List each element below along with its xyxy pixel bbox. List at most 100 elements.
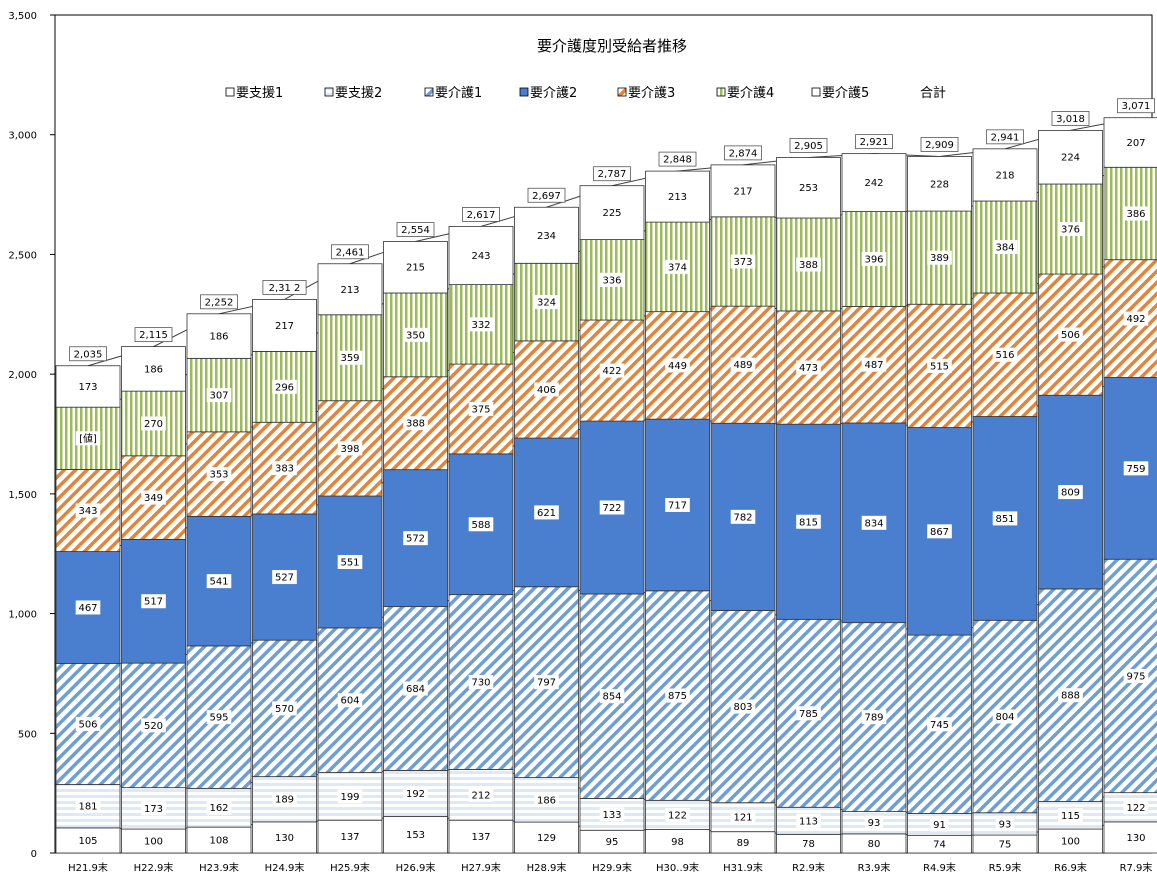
data-label-6-h23-9--box <box>206 388 232 403</box>
data-label-5-r3-9-: 487 <box>864 360 883 371</box>
data-label-6-r2-9-: 388 <box>799 260 818 271</box>
data-label-5-h25-9--box <box>337 441 363 456</box>
data-label-1-r6-9--box <box>1058 834 1083 849</box>
data-label-1-r7-9-: 130 <box>1126 833 1145 844</box>
x-category-label: R3.9末 <box>858 861 891 874</box>
data-label-7-h27-9--box <box>468 248 494 263</box>
data-label-1-h23-9--box <box>206 833 232 848</box>
data-label-2-h30-9--box <box>665 807 690 822</box>
data-label-5-h28-9--box <box>534 382 559 397</box>
total-label-h24-9--box <box>262 280 307 295</box>
data-label-6-h25-9-: 359 <box>340 353 359 364</box>
data-label-2-r6-9--box <box>1058 808 1083 823</box>
data-label-2-h30-9-: 122 <box>668 810 687 821</box>
data-label-5-h21-9--box <box>75 503 101 518</box>
legend-swatch-7 <box>811 87 821 97</box>
data-label-1-r6-9-: 100 <box>1061 837 1080 848</box>
legend-label-4: 要介護2 <box>530 85 577 101</box>
x-category-label: R5.9末 <box>989 861 1022 874</box>
y-tick-label: 0 <box>31 849 37 860</box>
total-label-h26-9-: 2,554 <box>401 225 430 236</box>
data-label-2-h21-9--box <box>75 799 101 814</box>
data-label-3-h27-9-: 730 <box>471 678 490 689</box>
legend: 要支援1 要支援2 要介護1 要介護2 要介護3 要介護4 要介護5 合計 <box>225 85 946 101</box>
data-label-7-r2-9-: 253 <box>799 183 818 194</box>
legend-label-1: 要支援1 <box>236 86 283 101</box>
data-label-1-r5-9--box <box>995 837 1015 852</box>
data-label-2-r7-9-: 122 <box>1126 803 1145 814</box>
x-category-label: H31.9末 <box>723 861 763 874</box>
data-label-3-r2-9-: 785 <box>799 709 818 720</box>
data-label-6-h28-9--box <box>534 295 559 310</box>
total-label-r3-9--box <box>855 134 893 150</box>
data-label-5-r7-9-: 492 <box>1126 314 1145 325</box>
legend-swatch-1 <box>225 87 235 97</box>
data-label-2-h28-9--box <box>534 792 559 807</box>
data-label-2-h27-9-: 212 <box>471 790 490 801</box>
data-label-5-h29-9--box <box>599 363 625 378</box>
data-label-2-h31-9-: 121 <box>733 813 752 824</box>
legend-label-8: 合計 <box>920 85 946 101</box>
data-label-6-h25-9--box <box>337 350 363 365</box>
data-label-5-h24-9-: 383 <box>275 464 294 475</box>
data-label-7-h26-9-: 215 <box>406 263 425 274</box>
data-label-4-r2-9--box <box>796 514 821 529</box>
x-category-label: H23.9末 <box>199 861 239 874</box>
data-label-3-r7-9-: 975 <box>1126 671 1145 682</box>
data-label-3-r4-9--box <box>927 717 952 732</box>
total-label-h25-9-: 2,461 <box>336 247 365 258</box>
data-label-3-h31-9--box <box>730 699 756 714</box>
total-label-r5-9-: 2,941 <box>991 132 1020 143</box>
total-label-h22-9-: 2,115 <box>139 330 168 341</box>
data-label-5-r7-9--box <box>1123 311 1149 326</box>
data-label-4-h23-9-: 541 <box>209 577 228 588</box>
data-label-7-r7-9-: 207 <box>1126 138 1145 149</box>
data-label-4-r5-9-: 851 <box>995 514 1014 525</box>
legend-label-6: 要介護4 <box>727 85 774 101</box>
total-label-h21-9-: 2,035 <box>74 349 103 360</box>
data-label-3-h29-9-: 854 <box>602 692 621 703</box>
total-label-h24-9-: 2,31 2 <box>269 283 301 294</box>
data-label-5-h30-9-: 449 <box>668 361 687 372</box>
total-label-h27-9--box <box>462 207 500 222</box>
data-label-4-r4-9-: 867 <box>930 527 949 538</box>
legend-label-3: 要介護1 <box>435 85 482 101</box>
legend-label-5: 要介護3 <box>628 85 675 101</box>
total-label-h25-9--box <box>331 244 369 260</box>
data-label-1-h24-9--box <box>272 830 297 845</box>
data-label-3-h23-9--box <box>206 710 232 725</box>
data-label-5-h26-9--box <box>403 416 428 431</box>
data-label-1-r4-9-: 74 <box>933 840 946 851</box>
total-label-r7-9--box <box>1117 98 1155 114</box>
data-label-5-h22-9-: 349 <box>144 493 163 504</box>
data-label-5-h27-9--box <box>468 401 494 416</box>
data-label-5-r5-9-: 516 <box>995 350 1014 361</box>
data-label-2-h27-9--box <box>468 787 494 802</box>
y-tick-label: 1,500 <box>8 490 37 501</box>
data-label-3-r3-9--box <box>861 710 887 725</box>
data-label-5-r6-9-: 506 <box>1061 330 1080 341</box>
data-label-2-h25-9-: 199 <box>340 792 359 803</box>
data-label-4-h26-9--box <box>403 531 428 546</box>
data-label-5-h28-9-: 406 <box>537 385 556 396</box>
data-label-5-r6-9--box <box>1058 327 1083 342</box>
data-label-3-h22-9-: 520 <box>144 721 163 732</box>
x-category-label: H29.9末 <box>592 861 632 874</box>
data-label-2-h23-9-: 162 <box>209 803 228 814</box>
total-label-r5-9--box <box>986 129 1024 145</box>
data-label-1-h23-9-: 108 <box>209 836 228 847</box>
data-label-5-h31-9--box <box>730 357 756 372</box>
data-label-6-h31-9-: 373 <box>733 257 752 268</box>
data-label-5-h23-9--box <box>206 467 232 482</box>
data-label-6-h24-9--box <box>272 379 297 394</box>
total-label-h21-9--box <box>69 346 107 362</box>
data-label-1-h31-9--box <box>733 835 753 850</box>
data-label-4-h30-9--box <box>665 497 690 512</box>
data-label-4-h22-9-: 517 <box>144 597 163 608</box>
data-label-4-r7-9--box <box>1123 461 1149 476</box>
data-label-7-r4-9--box <box>927 176 952 191</box>
data-label-5-h26-9-: 388 <box>406 419 425 430</box>
data-label-1-h28-9--box <box>534 830 559 845</box>
data-label-5-h22-9--box <box>141 490 166 505</box>
